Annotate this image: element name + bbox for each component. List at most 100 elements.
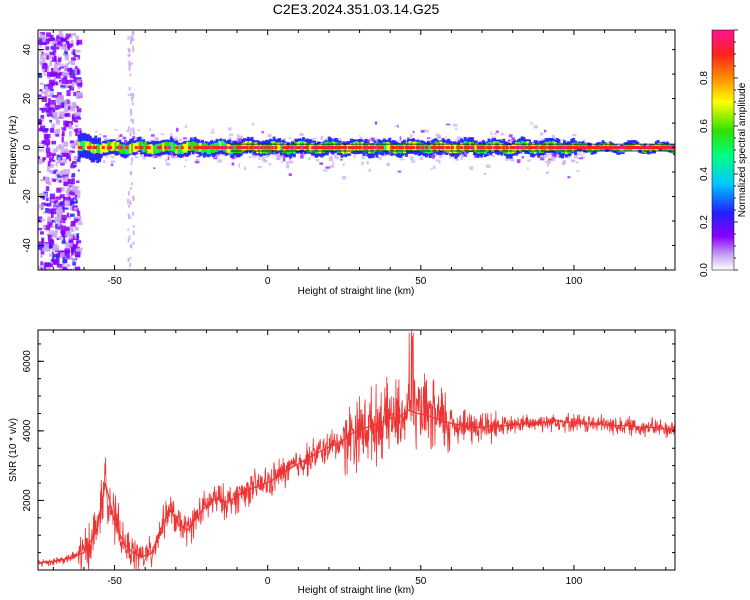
spectrogram-marks <box>38 30 675 270</box>
spectrogram-band-core <box>338 146 342 150</box>
spectrogram-noise-cell <box>56 35 60 39</box>
spectrogram-noise-cell <box>47 202 52 207</box>
spectrogram-band-middle <box>375 142 379 152</box>
spectrogram-halo-cell <box>148 128 152 131</box>
spectrogram-band-core <box>654 146 658 150</box>
spectrogram-band-middle <box>105 143 109 153</box>
spectrogram-halo-cell <box>289 160 294 164</box>
spectrogram-halo-cell <box>167 156 170 161</box>
spectrogram-halo-cell <box>446 123 451 126</box>
spectrogram-noise-cell <box>38 245 44 250</box>
spectrogram-halo-cell <box>152 155 155 158</box>
spectrogram-noise-cell <box>75 251 81 258</box>
spectrogram-band-middle <box>189 142 193 151</box>
spectrogram-noise-cell <box>39 32 43 39</box>
spectrogram-band-core <box>463 146 467 150</box>
spectrogram-noise-cell <box>48 141 53 144</box>
spectrogram-band-middle <box>160 142 164 152</box>
spectrogram-band-middle <box>408 140 412 150</box>
spectrogram-noise-cell <box>127 239 130 243</box>
spectrogram-halo-cell <box>388 154 392 157</box>
spectrogram-noise-cell <box>53 169 58 172</box>
spectrogram-noise-cell <box>69 67 73 72</box>
spectrogram-band-core <box>529 146 533 150</box>
spectrogram-band-core <box>434 146 438 150</box>
spectrogram-noise-cell <box>48 163 51 167</box>
spectrogram-x-tick-label: 0 <box>265 276 271 287</box>
spectrogram-noise-cell <box>71 186 77 191</box>
spectrogram-band-middle <box>448 144 452 154</box>
spectrogram-band-core <box>471 146 475 150</box>
spectrogram-x-tick-label: -50 <box>107 276 122 287</box>
spectrogram-noise-cell <box>62 130 65 137</box>
spectrogram-band-middle <box>221 140 225 150</box>
snr-y-ticks: 2000 4000 6000 <box>22 343 675 571</box>
spectrogram-band-middle <box>112 141 116 150</box>
spectrogram-noise-cell <box>74 217 78 223</box>
spectrogram-noise-cell <box>58 79 62 83</box>
spectrogram-band-core <box>590 146 594 150</box>
spectrogram-noise-cell <box>62 174 67 180</box>
spectrogram-band-core <box>616 146 620 150</box>
spectrogram-band-core <box>603 146 607 150</box>
spectrogram-halo-cell <box>361 161 364 166</box>
spectrogram-noise-cell <box>50 225 55 229</box>
spectrogram-y-tick-label: 0 <box>22 144 33 150</box>
spectrogram-band-core <box>568 146 572 150</box>
spectrogram-band-core <box>377 146 381 150</box>
spectrogram-halo-cell <box>576 152 580 156</box>
spectrogram-band-core <box>211 146 215 150</box>
spectrogram-noise-cell <box>63 236 66 242</box>
spectrogram-noise-cell <box>76 79 82 84</box>
spectrogram-halo-cell <box>279 154 284 159</box>
spectrogram-noise-cell <box>63 75 68 80</box>
spectrogram-noise-cell <box>129 216 132 219</box>
spectrogram-band-core <box>197 146 201 150</box>
spectrogram-band-middle <box>245 141 249 150</box>
spectrogram-noise-cell <box>38 145 42 148</box>
spectrogram-noise-cell <box>57 222 61 227</box>
spectrogram-noise-cell <box>67 178 73 185</box>
spectrogram-halo-cell <box>179 138 182 142</box>
spectrogram-noise-cell <box>129 73 132 77</box>
spectrogram-halo-cell <box>115 138 118 141</box>
spectrogram-noise-cell <box>56 237 60 241</box>
spectrogram-halo-cell <box>228 127 232 131</box>
spectrogram-halo-cell <box>410 156 414 160</box>
spectrogram-noise-cell <box>72 49 76 55</box>
spectrogram-noise-cell <box>51 127 55 133</box>
spectrogram-band-middle <box>121 144 125 154</box>
spectrogram-noise-cell <box>68 127 74 130</box>
spectrogram-halo-cell <box>286 161 290 165</box>
spectrogram-halo-cell <box>237 138 242 142</box>
spectrogram-noise-cell <box>128 65 131 69</box>
spectrogram-halo-cell <box>122 136 126 140</box>
spectrogram-halo-cell <box>334 154 337 158</box>
spectrogram-noise-cell <box>53 113 58 119</box>
spectrogram-noise-cell <box>69 79 75 82</box>
spectrogram-noise-cell <box>41 51 44 57</box>
spectrogram-band-core <box>561 146 565 150</box>
spectrogram-band-middle <box>618 146 622 153</box>
snr-y-label: SNR (10 * v/v) <box>8 418 19 482</box>
spectrogram-halo-cell <box>455 127 458 130</box>
spectrogram-noise-cell <box>127 228 130 231</box>
spectrogram-noise-cell <box>53 76 56 82</box>
spectrogram-halo-cell <box>483 172 487 176</box>
spectrogram-band-core <box>599 146 603 150</box>
spectrogram-halo-cell <box>196 155 201 158</box>
spectrogram-noise-cell <box>46 71 53 77</box>
spectrogram-halo-cell <box>556 153 561 157</box>
spectrogram-band-core <box>540 146 544 150</box>
spectrogram-band-core <box>116 146 120 150</box>
spectrogram-band-core <box>618 146 622 150</box>
spectrogram-halo-cell <box>399 136 402 140</box>
spectrogram-band-middle <box>248 141 252 150</box>
spectrogram-band-core <box>632 146 636 150</box>
spectrogram-noise-cell <box>62 196 66 202</box>
spectrogram-band-core <box>290 146 294 150</box>
spectrogram-noise-cell <box>131 164 134 170</box>
spectrogram-band-middle <box>505 145 509 155</box>
spectrogram-halo-cell <box>203 132 207 137</box>
spectrogram-band-core <box>641 146 645 150</box>
